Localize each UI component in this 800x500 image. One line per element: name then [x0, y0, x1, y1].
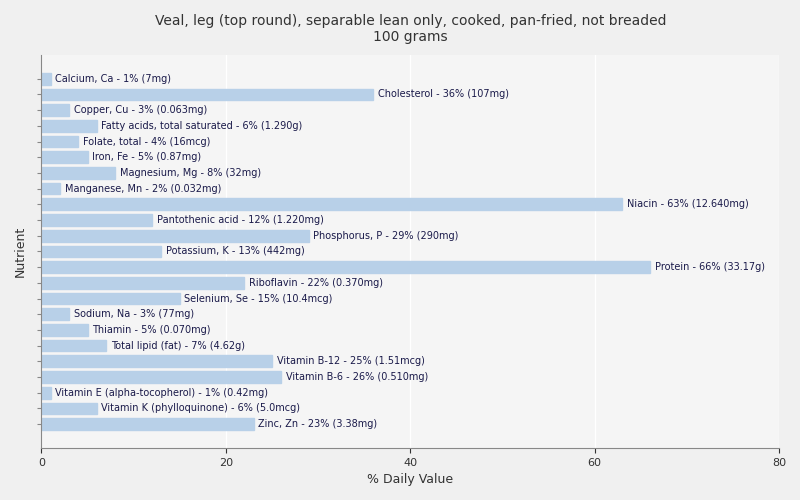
- Text: Protein - 66% (33.17g): Protein - 66% (33.17g): [654, 262, 765, 272]
- Bar: [42, 277, 244, 288]
- Text: Magnesium, Mg - 8% (32mg): Magnesium, Mg - 8% (32mg): [120, 168, 261, 178]
- Bar: [42, 136, 78, 147]
- Text: Iron, Fe - 5% (0.87mg): Iron, Fe - 5% (0.87mg): [92, 152, 202, 162]
- Text: Zinc, Zn - 23% (3.38mg): Zinc, Zn - 23% (3.38mg): [258, 419, 378, 429]
- Text: Pantothenic acid - 12% (1.220mg): Pantothenic acid - 12% (1.220mg): [157, 215, 323, 225]
- Text: Manganese, Mn - 2% (0.032mg): Manganese, Mn - 2% (0.032mg): [65, 184, 221, 194]
- Bar: [42, 104, 69, 116]
- Text: Calcium, Ca - 1% (7mg): Calcium, Ca - 1% (7mg): [55, 74, 171, 84]
- Bar: [42, 246, 162, 258]
- Text: Phosphorus, P - 29% (290mg): Phosphorus, P - 29% (290mg): [314, 230, 459, 240]
- Text: Niacin - 63% (12.640mg): Niacin - 63% (12.640mg): [627, 200, 749, 209]
- Bar: [42, 308, 69, 320]
- Bar: [42, 340, 106, 351]
- Bar: [42, 120, 97, 132]
- Bar: [42, 292, 180, 304]
- Text: Fatty acids, total saturated - 6% (1.290g): Fatty acids, total saturated - 6% (1.290…: [102, 121, 302, 131]
- Bar: [42, 402, 97, 414]
- Bar: [42, 152, 87, 163]
- Bar: [42, 371, 281, 383]
- Text: Sodium, Na - 3% (77mg): Sodium, Na - 3% (77mg): [74, 309, 194, 319]
- Bar: [42, 261, 650, 273]
- Bar: [42, 182, 60, 194]
- Bar: [42, 167, 115, 179]
- Text: Cholesterol - 36% (107mg): Cholesterol - 36% (107mg): [378, 90, 509, 100]
- Bar: [42, 88, 374, 101]
- Bar: [42, 356, 272, 367]
- Title: Veal, leg (top round), separable lean only, cooked, pan-fried, not breaded
100 g: Veal, leg (top round), separable lean on…: [154, 14, 666, 44]
- Text: Selenium, Se - 15% (10.4mcg): Selenium, Se - 15% (10.4mcg): [184, 294, 333, 304]
- Bar: [42, 387, 50, 398]
- Bar: [42, 73, 50, 85]
- Bar: [42, 418, 254, 430]
- Text: Riboflavin - 22% (0.370mg): Riboflavin - 22% (0.370mg): [249, 278, 383, 288]
- Text: Vitamin B-12 - 25% (1.51mcg): Vitamin B-12 - 25% (1.51mcg): [277, 356, 425, 366]
- Text: Folate, total - 4% (16mcg): Folate, total - 4% (16mcg): [83, 136, 210, 146]
- Text: Total lipid (fat) - 7% (4.62g): Total lipid (fat) - 7% (4.62g): [110, 340, 245, 350]
- Bar: [42, 230, 309, 241]
- Bar: [42, 324, 87, 336]
- Text: Vitamin E (alpha-tocopherol) - 1% (0.42mg): Vitamin E (alpha-tocopherol) - 1% (0.42m…: [55, 388, 268, 398]
- Text: Vitamin B-6 - 26% (0.510mg): Vitamin B-6 - 26% (0.510mg): [286, 372, 428, 382]
- Text: Vitamin K (phylloquinone) - 6% (5.0mcg): Vitamin K (phylloquinone) - 6% (5.0mcg): [102, 404, 301, 413]
- Bar: [42, 214, 152, 226]
- X-axis label: % Daily Value: % Daily Value: [367, 473, 454, 486]
- Text: Thiamin - 5% (0.070mg): Thiamin - 5% (0.070mg): [92, 325, 210, 335]
- Text: Copper, Cu - 3% (0.063mg): Copper, Cu - 3% (0.063mg): [74, 105, 207, 115]
- Y-axis label: Nutrient: Nutrient: [14, 226, 27, 277]
- Bar: [42, 198, 622, 210]
- Text: Potassium, K - 13% (442mg): Potassium, K - 13% (442mg): [166, 246, 305, 256]
